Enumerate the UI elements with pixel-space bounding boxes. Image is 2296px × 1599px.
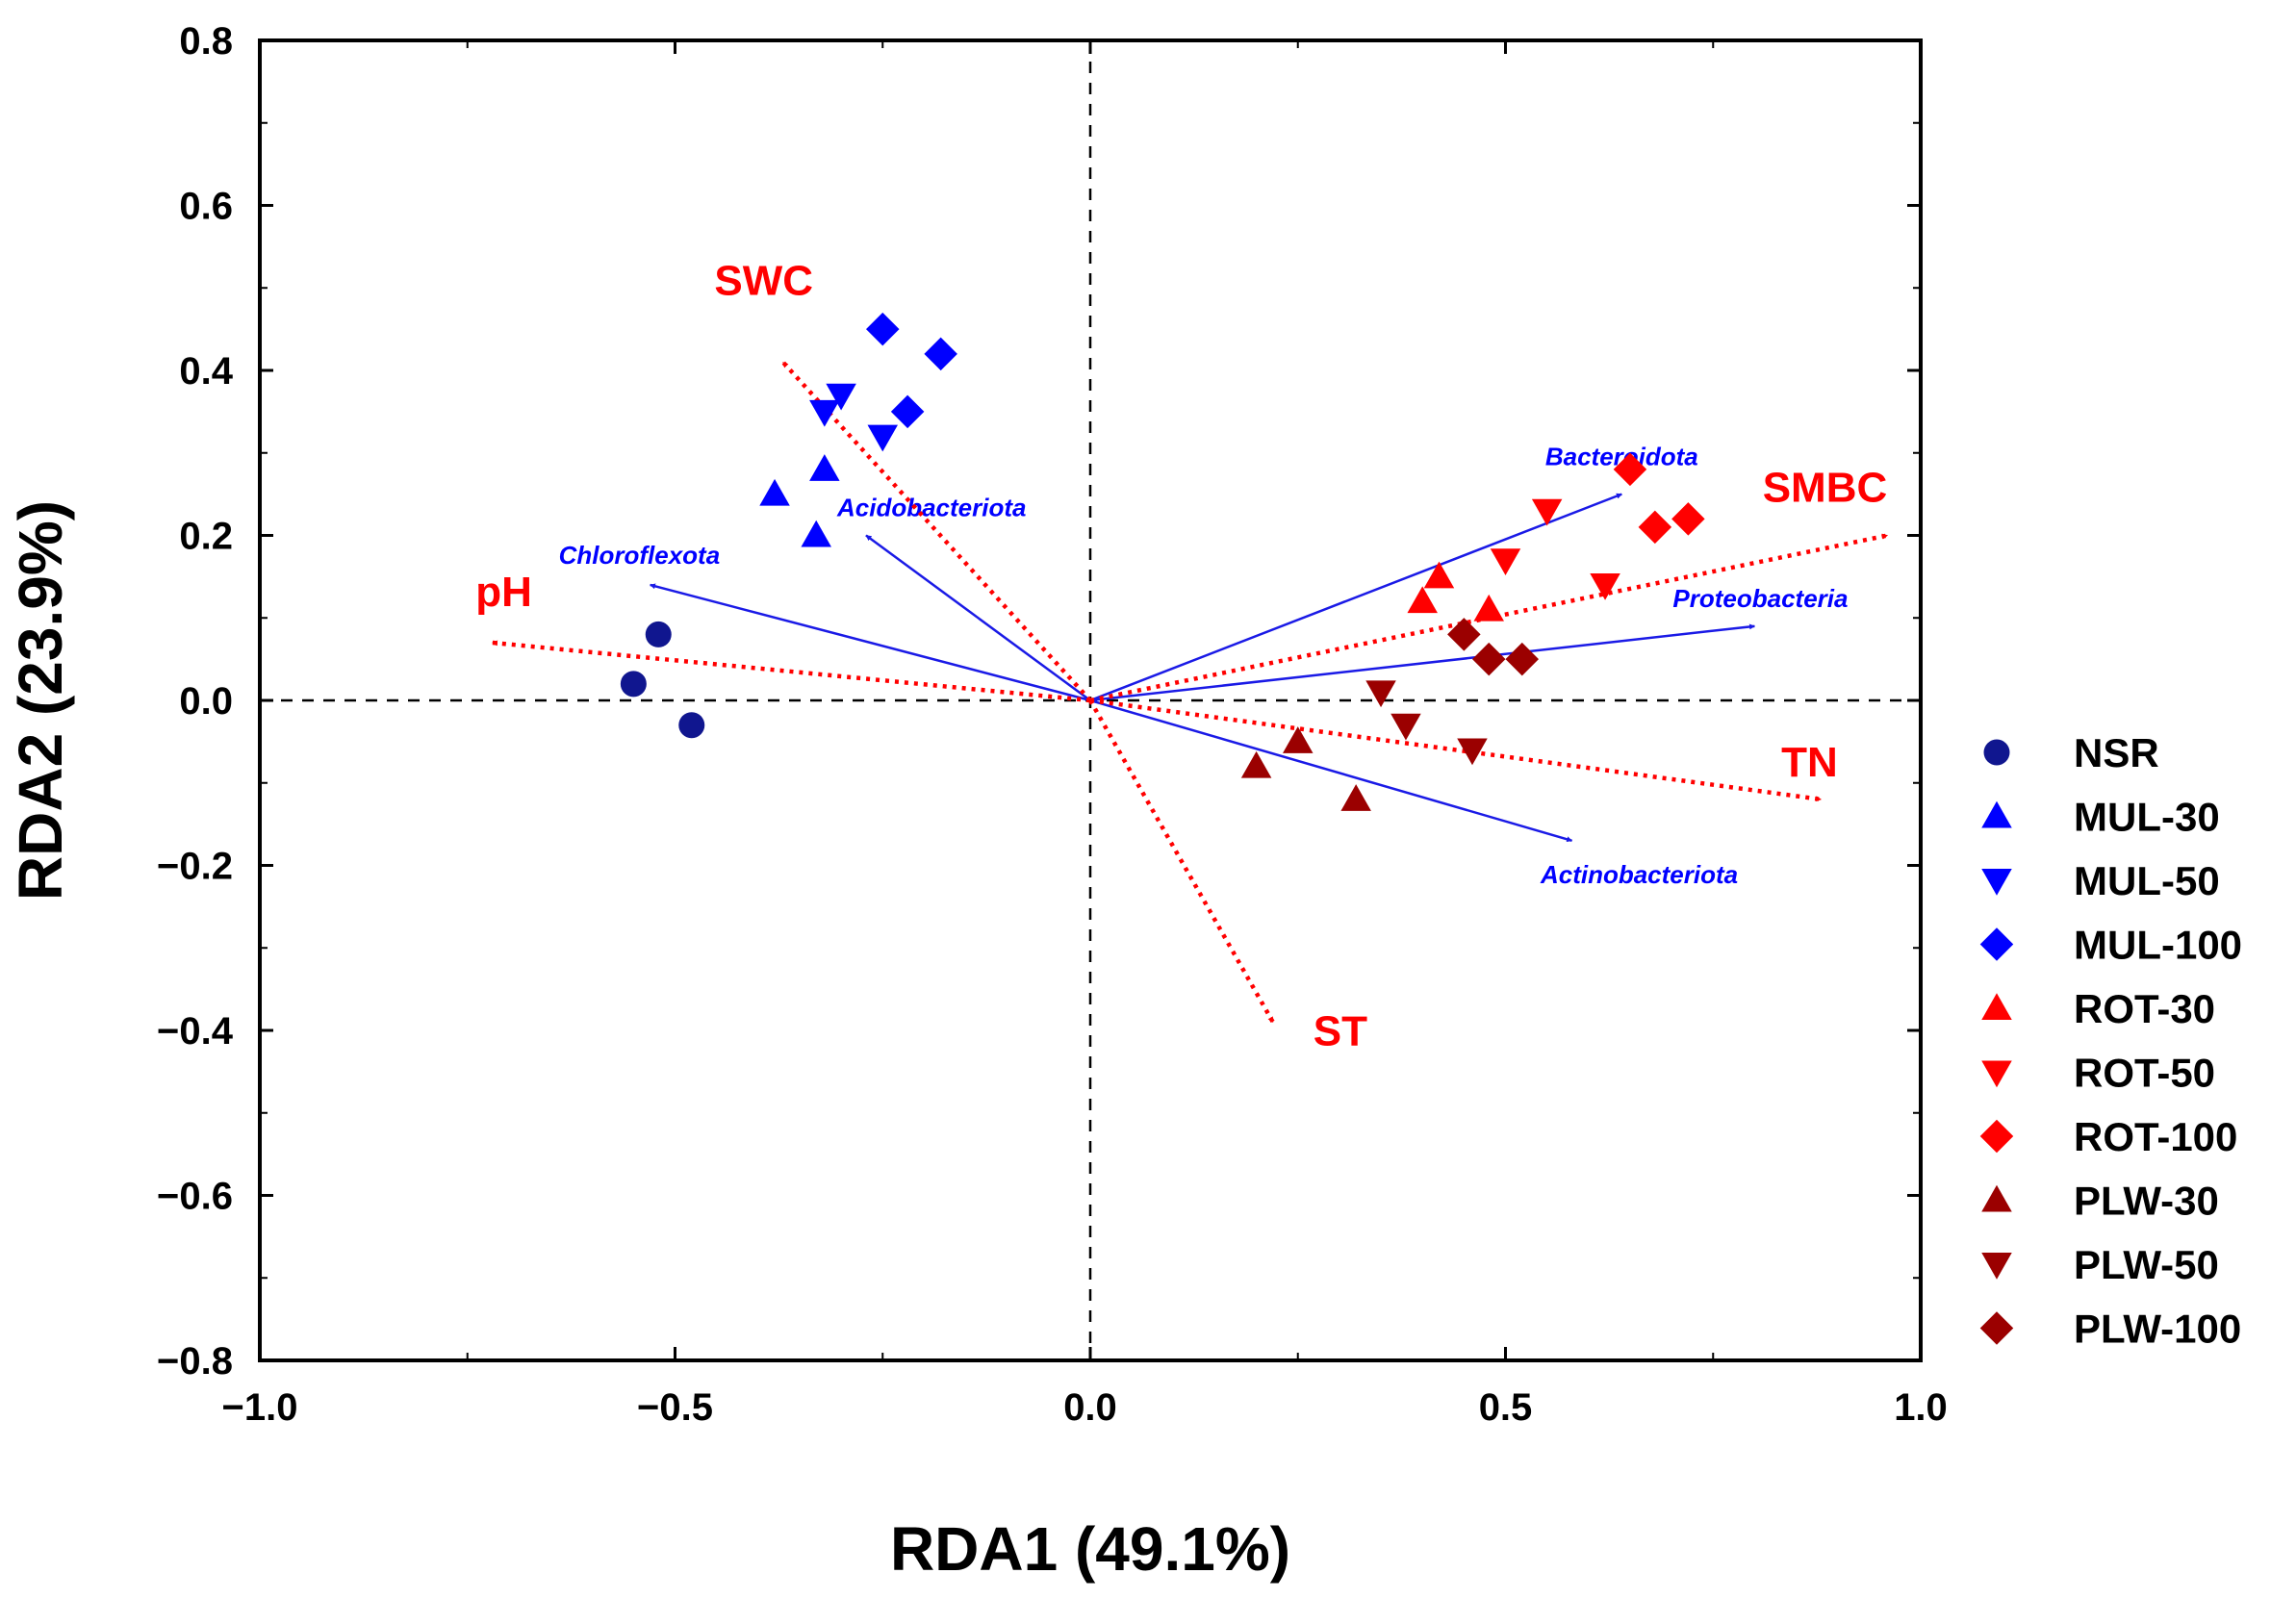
legend-label-plw-100: PLW-100: [2074, 1307, 2241, 1352]
env-vector-st: [1088, 698, 1275, 1024]
legend-marker-rot-50: [1981, 1060, 2012, 1088]
legend-marker-plw-30: [1981, 1184, 2012, 1212]
legend-label-rot-50: ROT-50: [2074, 1051, 2215, 1096]
taxa-vector-chloroflexota: [650, 583, 1091, 702]
y-axis-title: RDA2 (23.9%): [6, 500, 75, 901]
y-tick-label: 0.4: [179, 350, 233, 393]
env-vector-tn: [1089, 698, 1823, 802]
point-mul-100: [866, 312, 900, 346]
point-rot-30: [1473, 594, 1504, 622]
y-tick-label: −0.4: [157, 1010, 234, 1053]
point-mul-30: [809, 454, 840, 481]
legend-label-plw-30: PLW-30: [2074, 1179, 2219, 1224]
point-mul-100: [924, 337, 957, 371]
point-mul-100: [890, 394, 925, 429]
legend-marker-rot-30: [1981, 993, 2012, 1020]
x-tick-label: −1.0: [222, 1386, 298, 1429]
y-tick-label: 0.6: [179, 186, 233, 228]
legend-marker-mul-50: [1981, 869, 2012, 896]
point-mul-30: [801, 520, 831, 547]
env-label-st: ST: [1314, 1007, 1367, 1054]
y-tick-label: −0.8: [157, 1340, 233, 1383]
taxa-vector-proteobacteria: [1089, 623, 1755, 702]
point-rot-100: [1671, 502, 1705, 536]
point-mul-30: [759, 478, 790, 506]
point-nsr: [645, 621, 672, 647]
point-nsr: [678, 712, 705, 739]
point-mul-50: [809, 399, 840, 427]
env-vector-ph: [492, 640, 1091, 703]
taxa-label-chloroflexota: Chloroflexota: [559, 541, 721, 570]
point-rot-100: [1638, 510, 1672, 545]
taxa-label-actinobacteriota: Actinobacteriota: [1540, 860, 1738, 889]
point-plw-50: [1457, 738, 1488, 766]
taxa-vector-acidobacteriota: [865, 534, 1091, 702]
legend-label-mul-30: MUL-30: [2074, 795, 2220, 840]
y-tick-label: 0.2: [179, 516, 233, 558]
point-rot-100: [1613, 452, 1647, 487]
sample-points: [620, 312, 1705, 811]
legend-marker-mul-30: [1981, 800, 2012, 828]
legend-label-mul-100: MUL-100: [2074, 923, 2242, 968]
taxa-label-acidobacteriota: Acidobacteriota: [836, 494, 1027, 522]
legend-label-mul-50: MUL-50: [2074, 858, 2220, 903]
y-axis-ticks: 0.8 0.6 0.4 0.2 0.0 −0.2 −0.4 −0.6 −0.8: [157, 20, 1921, 1383]
point-plw-100: [1505, 642, 1540, 676]
taxa-label-proteobacteria: Proteobacteria: [1672, 584, 1848, 613]
env-label-smbc: SMBC: [1763, 465, 1888, 512]
y-tick-label: 0.8: [179, 20, 233, 63]
y-tick-label: 0.0: [179, 680, 233, 723]
x-tick-label: 0.5: [1479, 1386, 1533, 1429]
env-label-ph: pH: [475, 569, 532, 616]
point-mul-50: [826, 383, 856, 411]
point-rot-50: [1590, 572, 1620, 600]
x-axis-ticks: −1.0 −0.5 0.0 0.5 1.0: [222, 40, 1948, 1429]
legend-label-rot-100: ROT-100: [2074, 1114, 2237, 1159]
point-rot-50: [1531, 498, 1563, 526]
taxa-vectors: BacteroidotaAcidobacteriotaChloroflexota…: [559, 443, 1849, 889]
env-label-tn: TN: [1781, 739, 1838, 786]
taxa-vector-bacteroidota: [1089, 493, 1622, 702]
y-tick-label: −0.2: [157, 846, 233, 888]
point-plw-30: [1340, 784, 1371, 811]
legend-label-rot-30: ROT-30: [2074, 986, 2215, 1031]
taxa-vector-actinobacteriota: [1089, 698, 1573, 843]
x-tick-label: 0.0: [1063, 1386, 1117, 1429]
x-tick-label: 1.0: [1894, 1386, 1948, 1429]
point-rot-50: [1490, 548, 1521, 575]
environmental-vectors: SWC SMBC pH TN ST: [475, 257, 1889, 1054]
x-axis-title: RDA1 (49.1%): [890, 1514, 1290, 1584]
y-tick-label: −0.6: [157, 1176, 233, 1218]
legend-marker-nsr: [1983, 739, 2010, 766]
legend-label-nsr: NSR: [2074, 730, 2159, 775]
point-plw-100: [1471, 642, 1506, 676]
legend-marker-mul-100: [1979, 927, 2014, 961]
legend-marker-rot-100: [1979, 1119, 2014, 1154]
point-plw-30: [1240, 750, 1272, 778]
env-label-swc: SWC: [714, 257, 813, 304]
point-plw-50: [1390, 713, 1421, 741]
point-plw-30: [1283, 726, 1314, 753]
x-tick-label: −0.5: [637, 1386, 713, 1429]
point-mul-50: [867, 424, 898, 452]
point-rot-30: [1423, 561, 1455, 589]
legend: NSR MUL-30 MUL-50 MUL-100 ROT-30 ROT-50 ROT-10…: [1979, 730, 2242, 1352]
legend-marker-plw-50: [1981, 1253, 2012, 1280]
point-plw-50: [1365, 680, 1396, 708]
point-nsr: [620, 671, 647, 698]
legend-label-plw-50: PLW-50: [2074, 1242, 2219, 1287]
point-plw-100: [1447, 618, 1481, 651]
point-rot-30: [1407, 586, 1438, 614]
legend-marker-plw-100: [1979, 1311, 2014, 1345]
